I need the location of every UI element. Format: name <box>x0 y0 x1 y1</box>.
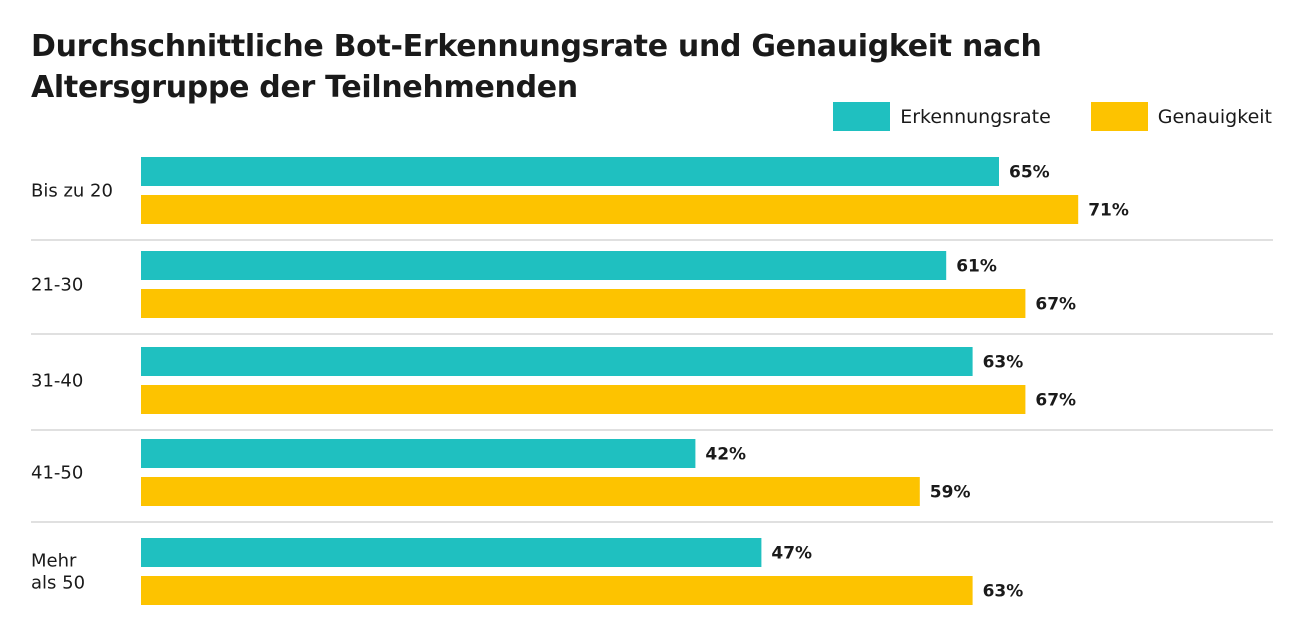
value-label: 63% <box>983 582 1024 602</box>
bar-erkennungsrate <box>141 538 762 567</box>
value-label: 65% <box>1009 163 1050 183</box>
category-label: 41-50 <box>31 463 83 484</box>
legend-swatch-erkennungsrate <box>833 102 891 131</box>
legend-item-genauigkeit: Genauigkeit <box>1090 102 1272 131</box>
legend-item-erkennungsrate: Erkennungsrate <box>833 102 1051 131</box>
category-label: Bis zu 20 <box>31 181 113 202</box>
bar-erkennungsrate <box>141 157 999 186</box>
chart-title: Durchschnittliche Bot-Erkennungsrate und… <box>31 29 1042 105</box>
legend: Erkennungsrate Genauigkeit <box>793 102 1272 131</box>
category-label: 31-40 <box>31 371 83 392</box>
category-label: 21-30 <box>31 275 83 296</box>
bar-genauigkeit <box>141 289 1026 318</box>
bar-genauigkeit <box>141 385 1026 414</box>
bar-genauigkeit <box>141 477 920 506</box>
bar-erkennungsrate <box>141 347 973 376</box>
bar-genauigkeit <box>141 576 973 605</box>
category-label: Mehr als 50 <box>31 551 85 594</box>
bar-erkennungsrate <box>141 439 696 468</box>
value-label: 59% <box>930 483 971 503</box>
value-label: 67% <box>1035 391 1076 411</box>
legend-label-erkennungsrate: Erkennungsrate <box>900 105 1051 128</box>
value-label: 61% <box>956 257 997 277</box>
bar-erkennungsrate <box>141 251 947 280</box>
value-label: 47% <box>771 544 812 564</box>
legend-swatch-genauigkeit <box>1090 102 1148 131</box>
value-label: 63% <box>983 353 1024 373</box>
bar-genauigkeit <box>141 195 1079 224</box>
value-label: 71% <box>1088 201 1129 221</box>
legend-label-genauigkeit: Genauigkeit <box>1157 105 1272 128</box>
value-label: 67% <box>1035 295 1076 315</box>
value-label: 42% <box>705 445 746 465</box>
